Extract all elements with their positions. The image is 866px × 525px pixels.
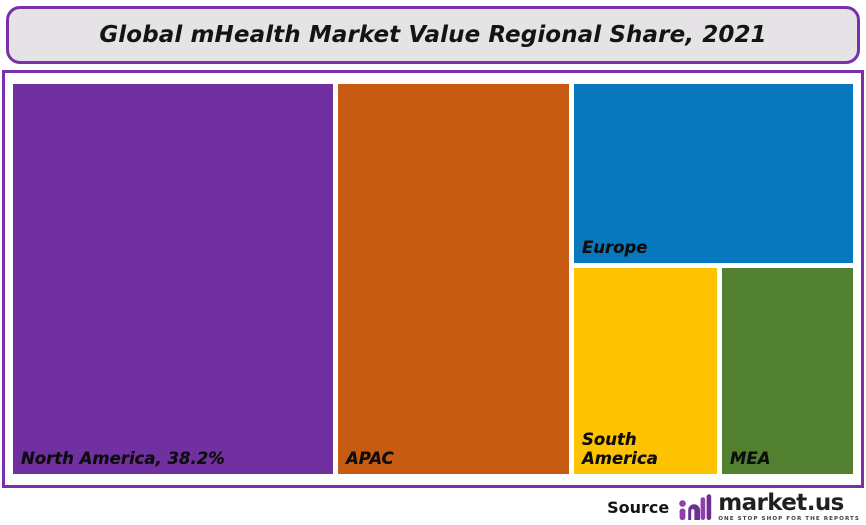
market-us-logo-icon (679, 494, 712, 520)
source-label: Source (607, 498, 670, 517)
treemap-tile-label-mea: MEA (730, 448, 771, 468)
brand-text-block: market.us ONE STOP SHOP FOR THE REPORTS (718, 492, 860, 523)
treemap-chart-frame: North America, 38.2% APAC Europe South A… (2, 70, 864, 488)
treemap-tile-mea[interactable]: MEA (722, 268, 853, 474)
footer: Source market.us ONE STOP SHOP FOR THE R… (0, 490, 866, 525)
market-us-logo[interactable]: market.us ONE STOP SHOP FOR THE REPORTS (678, 492, 860, 523)
brand-tagline: ONE STOP SHOP FOR THE REPORTS (718, 516, 860, 523)
treemap-plot-area: North America, 38.2% APAC Europe South A… (13, 84, 853, 474)
treemap-tile-north-america[interactable]: North America, 38.2% (13, 84, 333, 474)
page-title: Global mHealth Market Value Regional Sha… (99, 22, 767, 48)
treemap-tile-label-europe: Europe (582, 237, 648, 257)
treemap-tile-label-apac: APAC (346, 448, 394, 468)
treemap-tile-label-north-america: North America, 38.2% (21, 448, 225, 468)
brand-name: market.us (718, 490, 844, 517)
treemap-tile-south-america[interactable]: South America (574, 268, 717, 474)
treemap-tile-europe[interactable]: Europe (574, 84, 853, 263)
chart-title-bar: Global mHealth Market Value Regional Sha… (6, 6, 860, 64)
treemap-tile-label-south-america: South America (582, 430, 658, 468)
treemap-tile-apac[interactable]: APAC (338, 84, 569, 474)
